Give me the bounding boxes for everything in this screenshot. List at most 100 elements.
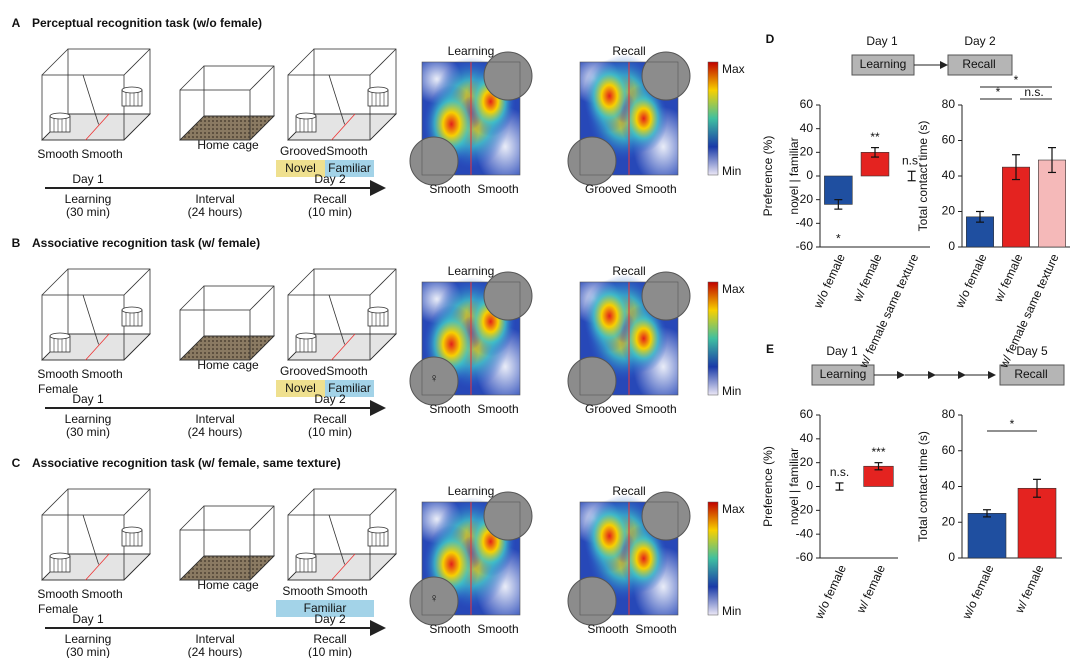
- cup-top: [121, 526, 143, 534]
- x-tick-label: w/o female: [959, 562, 997, 622]
- duration: (30 min): [66, 425, 110, 439]
- object: [409, 136, 459, 186]
- cage-floor: [179, 335, 275, 361]
- female-symbol: ♀: [430, 371, 439, 385]
- cage-label: Grooved: [280, 144, 326, 158]
- tag-box: [325, 160, 374, 177]
- divider: [331, 333, 356, 361]
- cup-top: [367, 526, 389, 534]
- map-label: Smooth: [429, 182, 470, 196]
- step: Learning: [860, 57, 907, 71]
- heatmap-frame: [579, 281, 679, 396]
- bar: [1017, 487, 1057, 559]
- cage-edge: [41, 48, 69, 76]
- day: Day 1: [72, 612, 104, 626]
- heatmap-frame: [579, 501, 679, 616]
- map-label: Smooth: [477, 622, 518, 636]
- colorbar: [707, 501, 719, 616]
- cup-top: [121, 306, 143, 314]
- bar: [1038, 159, 1066, 248]
- divider: [82, 514, 99, 565]
- tag-box: [276, 160, 325, 177]
- y-axis-label: novel | familiar: [787, 448, 801, 525]
- y-tick-label: 40: [800, 121, 814, 135]
- cage-label: Smooth: [326, 364, 367, 378]
- home-label: Home cage: [197, 578, 259, 592]
- significance: n.s.: [830, 465, 849, 479]
- colorbar: [707, 281, 719, 396]
- day: Day 2: [314, 612, 346, 626]
- scale-label: Max: [722, 282, 745, 296]
- phase: Recall: [313, 192, 346, 206]
- cage-edge: [123, 553, 151, 581]
- divider: [328, 514, 345, 565]
- y-tick-label: -20: [796, 192, 814, 206]
- cage-edge: [41, 268, 69, 296]
- y-tick-label: 40: [942, 479, 956, 493]
- y-tick-label: 20: [942, 204, 956, 218]
- divider: [328, 294, 345, 345]
- cage-edge: [179, 115, 205, 141]
- duration: (24 hours): [188, 645, 243, 658]
- y-tick-label: 0: [806, 168, 813, 182]
- x-tick-label: w/o female: [952, 251, 990, 311]
- phase: Interval: [195, 412, 234, 426]
- step-box: [999, 364, 1065, 386]
- object: [567, 576, 617, 626]
- y-tick-label: 20: [800, 145, 814, 159]
- panel-letter: D: [766, 32, 775, 46]
- colorbar: [707, 61, 719, 176]
- y-tick-label: 60: [942, 443, 956, 457]
- significance: ***: [871, 445, 885, 459]
- day: Day 2: [964, 34, 996, 48]
- heatmap: [567, 271, 694, 407]
- cage: [41, 48, 151, 141]
- cage-back: [203, 65, 275, 117]
- significance: n.s.: [902, 153, 921, 167]
- duration: (24 hours): [188, 205, 243, 219]
- y-tick-label: 40: [942, 168, 956, 182]
- cage-front: [179, 309, 251, 361]
- tag: Familiar: [304, 601, 347, 615]
- cup-top: [49, 552, 71, 560]
- cage-edge: [369, 48, 397, 76]
- cage-edge: [249, 505, 275, 531]
- home-label: Home cage: [197, 358, 259, 372]
- significance: n.s.: [1024, 85, 1043, 99]
- y-tick-label: 80: [942, 97, 956, 111]
- object: [483, 271, 533, 321]
- heatmap: [409, 271, 536, 407]
- y-tick-label: 60: [942, 133, 956, 147]
- y-tick-label: 0: [806, 479, 813, 493]
- cage-edge: [287, 268, 315, 296]
- divider: [85, 333, 110, 361]
- heatmap-hot: [619, 84, 668, 153]
- panel-title: Associative recognition task (w/ female,…: [32, 456, 341, 470]
- duration: (10 min): [308, 645, 352, 658]
- cage-edge: [179, 555, 205, 581]
- panel-letter: A: [12, 16, 21, 30]
- tag-box: [325, 380, 374, 397]
- phase: Recall: [313, 412, 346, 426]
- cage: [287, 488, 397, 581]
- cup-top: [295, 552, 317, 560]
- cage-edge: [249, 65, 275, 91]
- scale-label: Max: [722, 502, 745, 516]
- y-tick-label: -60: [796, 239, 814, 253]
- x-tick-label: w/ female: [850, 251, 885, 305]
- x-tick-label: w/ female: [1012, 562, 1047, 616]
- day: Day 1: [72, 392, 104, 406]
- object: [641, 271, 691, 321]
- phase: Recall: [313, 632, 346, 646]
- y-tick-label: -40: [796, 526, 814, 540]
- cage-label: Smooth: [37, 367, 78, 381]
- object: [641, 491, 691, 541]
- female-label: Female: [38, 602, 78, 616]
- heatmap: [409, 51, 536, 187]
- bar: [967, 513, 1007, 559]
- female-label: Female: [38, 382, 78, 396]
- duration: (24 hours): [188, 425, 243, 439]
- divider: [331, 113, 356, 141]
- female-symbol: ♀: [430, 591, 439, 605]
